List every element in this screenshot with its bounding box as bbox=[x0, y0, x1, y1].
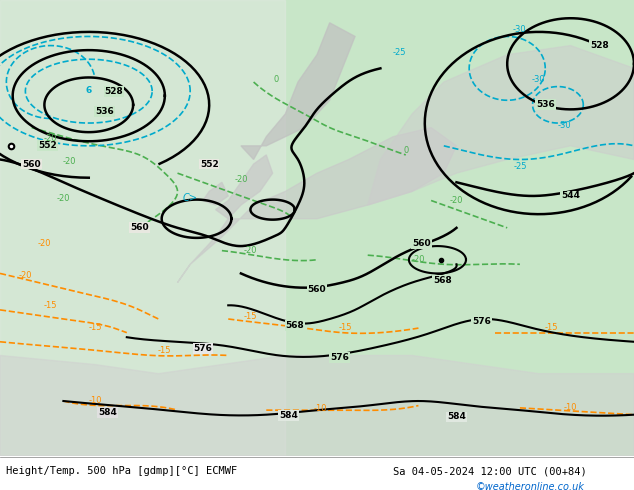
Text: 576: 576 bbox=[472, 317, 491, 326]
Polygon shape bbox=[317, 160, 634, 365]
Text: 560: 560 bbox=[307, 285, 327, 294]
Text: 536: 536 bbox=[536, 100, 555, 109]
Text: -10: -10 bbox=[313, 405, 327, 414]
Text: -20: -20 bbox=[411, 255, 425, 264]
Text: ©weatheronline.co.uk: ©weatheronline.co.uk bbox=[476, 482, 585, 490]
Text: -30: -30 bbox=[513, 25, 527, 34]
Text: 584: 584 bbox=[279, 411, 298, 420]
Text: 6: 6 bbox=[86, 86, 92, 96]
Text: 576: 576 bbox=[330, 353, 349, 362]
Text: 544: 544 bbox=[561, 192, 580, 200]
Text: -20: -20 bbox=[56, 194, 70, 202]
Text: 552: 552 bbox=[38, 141, 57, 150]
Text: -15: -15 bbox=[545, 323, 559, 332]
Text: -25: -25 bbox=[513, 162, 527, 171]
Text: -20: -20 bbox=[234, 175, 248, 184]
Text: 536: 536 bbox=[95, 107, 114, 116]
Text: 584: 584 bbox=[447, 413, 466, 421]
Text: -20: -20 bbox=[63, 157, 77, 166]
Text: 568: 568 bbox=[285, 321, 304, 330]
Text: 560: 560 bbox=[412, 239, 431, 248]
Text: -20: -20 bbox=[37, 239, 51, 248]
Polygon shape bbox=[203, 182, 228, 205]
Bar bbox=[0, 0, 285, 456]
Text: -10: -10 bbox=[564, 403, 578, 412]
Text: C>: C> bbox=[183, 193, 198, 202]
Text: -20: -20 bbox=[450, 196, 463, 205]
Text: 528: 528 bbox=[590, 41, 609, 50]
Text: 560: 560 bbox=[130, 223, 149, 232]
Polygon shape bbox=[0, 355, 634, 456]
Text: 528: 528 bbox=[105, 87, 124, 96]
Text: -20: -20 bbox=[44, 134, 58, 143]
Text: 552: 552 bbox=[200, 160, 219, 169]
Polygon shape bbox=[241, 23, 355, 160]
Text: -15: -15 bbox=[243, 312, 257, 321]
Text: -15: -15 bbox=[158, 346, 172, 355]
Text: 568: 568 bbox=[433, 276, 452, 285]
Text: -20: -20 bbox=[18, 271, 32, 280]
Text: 576: 576 bbox=[193, 344, 212, 353]
Text: 560: 560 bbox=[22, 160, 41, 169]
Polygon shape bbox=[216, 155, 273, 219]
Text: -30: -30 bbox=[532, 75, 546, 84]
Text: -30: -30 bbox=[557, 121, 571, 129]
Text: -15: -15 bbox=[88, 323, 102, 332]
Text: -10: -10 bbox=[88, 396, 102, 405]
Text: 0: 0 bbox=[273, 75, 278, 84]
Text: -15: -15 bbox=[44, 300, 58, 310]
Text: -15: -15 bbox=[339, 323, 353, 332]
Polygon shape bbox=[178, 127, 456, 283]
Polygon shape bbox=[368, 46, 634, 205]
Text: -20: -20 bbox=[243, 246, 257, 255]
Text: Height/Temp. 500 hPa [gdmp][°C] ECMWF: Height/Temp. 500 hPa [gdmp][°C] ECMWF bbox=[6, 466, 238, 476]
Text: 584: 584 bbox=[98, 408, 117, 417]
Text: -25: -25 bbox=[392, 48, 406, 57]
Text: 0: 0 bbox=[403, 146, 408, 155]
Text: Sa 04-05-2024 12:00 UTC (00+84): Sa 04-05-2024 12:00 UTC (00+84) bbox=[393, 466, 587, 476]
